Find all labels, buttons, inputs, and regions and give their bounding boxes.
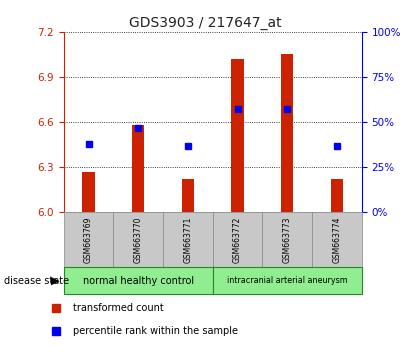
Bar — [163, 212, 213, 267]
Text: GSM663773: GSM663773 — [283, 217, 292, 263]
Bar — [281, 55, 293, 212]
Text: GDS3903 / 217647_at: GDS3903 / 217647_at — [129, 16, 282, 30]
Text: GSM663770: GSM663770 — [134, 217, 143, 263]
Bar — [213, 212, 262, 267]
Text: intracranial arterial aneurysm: intracranial arterial aneurysm — [227, 276, 348, 285]
Text: GSM663771: GSM663771 — [183, 217, 192, 263]
Text: GSM663772: GSM663772 — [233, 217, 242, 263]
Text: transformed count: transformed count — [73, 303, 164, 313]
Text: disease state: disease state — [4, 275, 69, 286]
Bar — [262, 212, 312, 267]
Bar — [312, 212, 362, 267]
Bar — [132, 125, 144, 212]
Text: ▶: ▶ — [51, 275, 60, 286]
Bar — [231, 59, 244, 212]
Bar — [82, 172, 95, 212]
Bar — [64, 267, 213, 294]
Text: percentile rank within the sample: percentile rank within the sample — [73, 326, 238, 336]
Bar — [182, 179, 194, 212]
Text: GSM663769: GSM663769 — [84, 217, 93, 263]
Bar — [330, 179, 343, 212]
Bar — [113, 212, 163, 267]
Text: GSM663774: GSM663774 — [332, 217, 342, 263]
Bar — [213, 267, 362, 294]
Bar — [64, 212, 113, 267]
Text: normal healthy control: normal healthy control — [83, 275, 194, 286]
